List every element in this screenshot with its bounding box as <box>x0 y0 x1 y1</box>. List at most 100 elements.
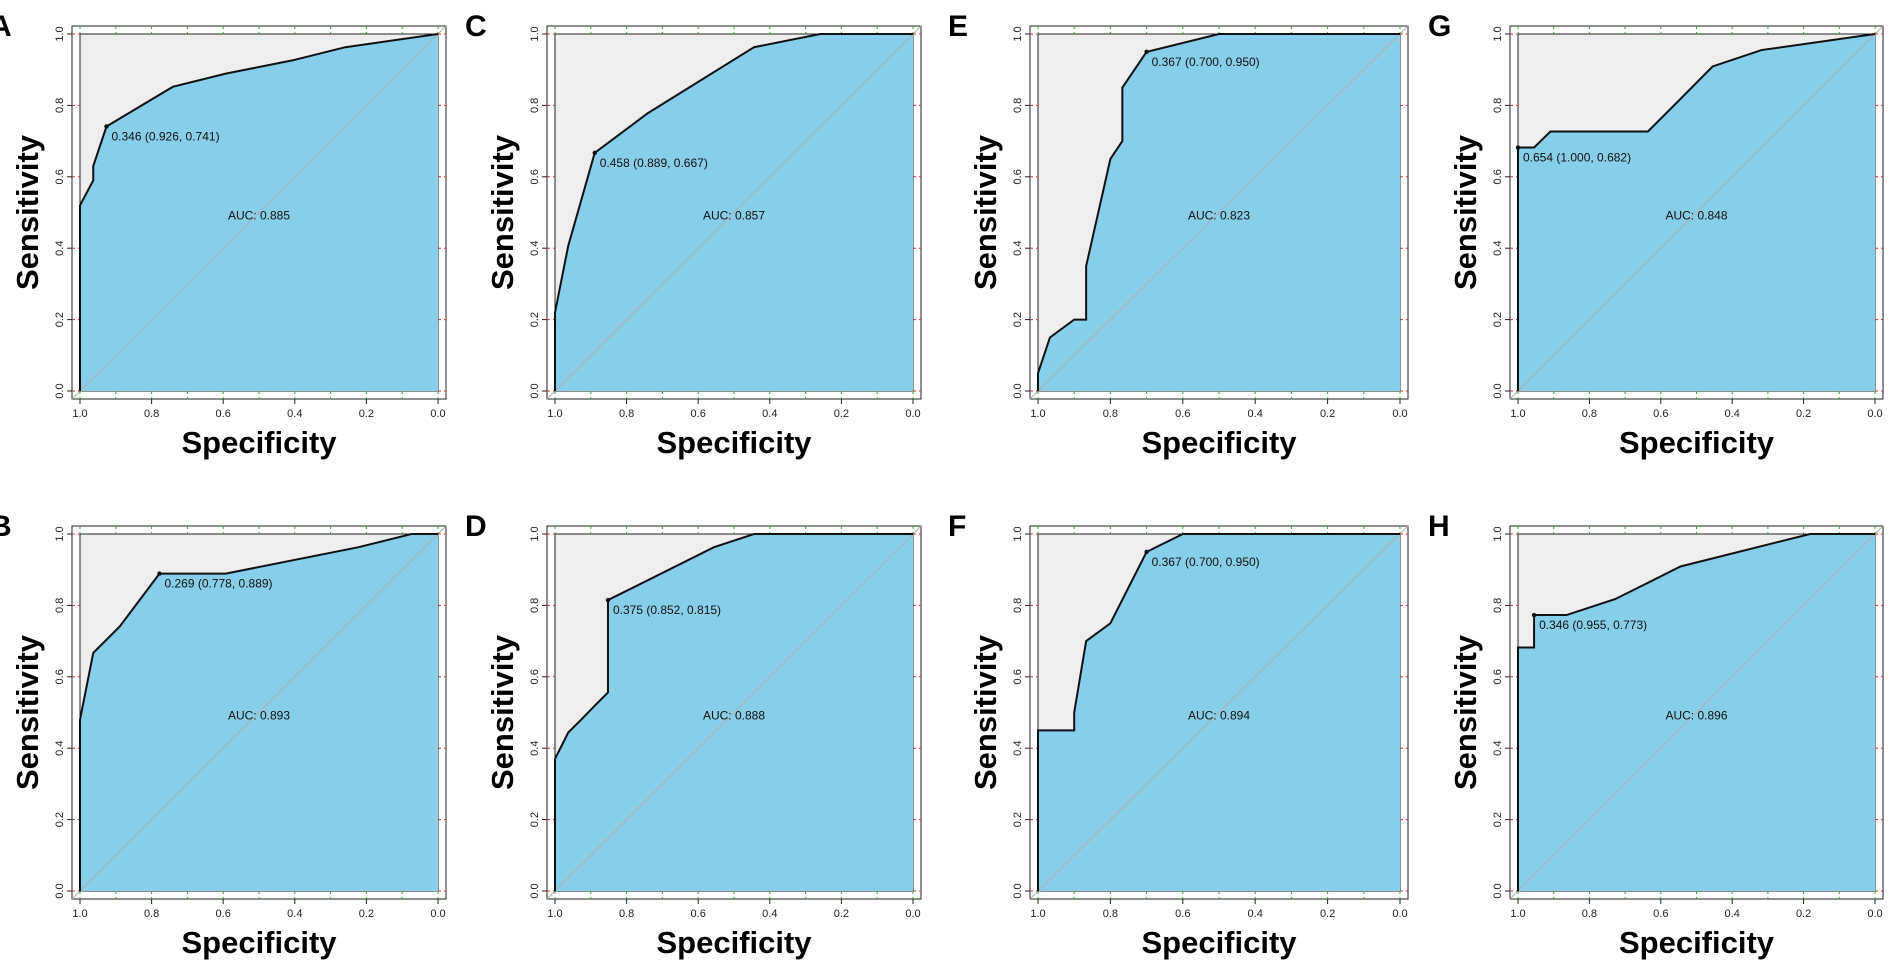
y-tick-label: 0.8 <box>1492 598 1504 613</box>
y-tick-label: 0.0 <box>1012 883 1024 898</box>
y-tick-label: 0.0 <box>54 383 66 398</box>
chance-diagonal <box>71 25 447 400</box>
panel-letter: C <box>465 10 487 43</box>
x-tick-label: 0.6 <box>691 408 706 420</box>
x-tick-label: 0.2 <box>1320 408 1335 420</box>
x-tick-label: 0.0 <box>1392 908 1407 920</box>
best-threshold-label: 0.458 (0.889, 0.667) <box>600 156 708 170</box>
y-tick-label: 0.6 <box>54 169 66 184</box>
panel-letter: D <box>465 510 487 543</box>
y-tick-label: 0.4 <box>54 741 66 756</box>
x-axis-title: Specificity <box>1141 925 1297 960</box>
roc-curve <box>79 33 439 391</box>
y-tick-label: 0.4 <box>1492 241 1504 256</box>
y-tick-label: 0.4 <box>529 741 541 756</box>
chance-diagonal <box>1029 525 1409 900</box>
y-tick-label: 0.2 <box>54 312 66 327</box>
x-axis-title: Specificity <box>181 425 337 460</box>
chance-diagonal <box>546 525 922 900</box>
y-tick-label: 0.4 <box>1492 741 1504 756</box>
x-tick-label: 0.4 <box>287 908 302 920</box>
y-tick-label: 0.8 <box>529 98 541 113</box>
auc-label: AUC: 0.893 <box>228 709 290 723</box>
y-axis-title: Sensitivity <box>485 134 520 290</box>
x-tick-label: 1.0 <box>1510 408 1525 420</box>
roc-curve <box>1517 533 1875 891</box>
x-tick-label: 0.0 <box>1867 408 1882 420</box>
y-tick-label: 1.0 <box>529 26 541 41</box>
x-tick-label: 0.6 <box>1653 408 1668 420</box>
x-tick-label: 0.8 <box>619 908 634 920</box>
x-tick-label: 0.8 <box>1103 908 1118 920</box>
x-tick-label: 0.0 <box>905 908 920 920</box>
auc-label: AUC: 0.857 <box>703 209 765 223</box>
auc-label: AUC: 0.848 <box>1665 209 1727 223</box>
x-axis-title: Specificity <box>1141 425 1297 460</box>
chance-diagonal <box>1509 25 1884 400</box>
chance-diagonal <box>1509 525 1884 900</box>
chance-diagonal <box>546 25 922 400</box>
y-tick-label: 0.0 <box>1492 383 1504 398</box>
x-tick-label: 0.4 <box>762 408 777 420</box>
y-tick-label: 0.4 <box>54 241 66 256</box>
best-threshold-point <box>1531 612 1537 618</box>
y-tick-label: 0.8 <box>54 598 66 613</box>
y-tick-label: 0.0 <box>529 383 541 398</box>
y-tick-label: 0.6 <box>1012 669 1024 684</box>
x-tick-label: 0.2 <box>1320 908 1335 920</box>
x-tick-label: 0.2 <box>1796 908 1811 920</box>
panel-letter: E <box>948 10 968 43</box>
y-tick-label: 0.6 <box>1492 169 1504 184</box>
roc-panel-d: 0.375 (0.852, 0.815) AUC: 0.888 1.0 0.8 0.6 0… <box>465 510 922 960</box>
x-tick-label: 0.4 <box>287 408 302 420</box>
best-threshold-label: 0.375 (0.852, 0.815) <box>613 603 721 617</box>
x-tick-label: 0.0 <box>905 408 920 420</box>
best-threshold-label: 0.367 (0.700, 0.950) <box>1152 555 1260 569</box>
panel-letter: H <box>1428 510 1450 543</box>
x-tick-label: 1.0 <box>547 908 562 920</box>
best-threshold-point <box>1515 145 1521 150</box>
x-tick-label: 0.8 <box>1582 408 1597 420</box>
best-threshold-point <box>104 124 109 129</box>
chance-diagonal <box>71 525 447 900</box>
y-tick-label: 1.0 <box>1012 526 1024 541</box>
best-threshold-point <box>592 150 597 156</box>
y-tick-label: 0.8 <box>529 598 541 613</box>
y-axis-title: Sensitivity <box>1448 634 1483 790</box>
y-tick-label: 0.2 <box>529 812 541 827</box>
x-tick-label: 0.4 <box>1248 408 1263 420</box>
roc-panel-c: 0.458 (0.889, 0.667) AUC: 0.857 1.0 0.8 0.6 0… <box>465 10 922 460</box>
y-tick-label: 0.0 <box>529 883 541 898</box>
x-tick-label: 0.6 <box>1653 908 1668 920</box>
y-tick-label: 0.8 <box>1012 598 1024 613</box>
best-threshold-label: 0.346 (0.955, 0.773) <box>1539 618 1647 632</box>
best-threshold-point <box>1144 549 1149 555</box>
y-tick-label: 0.6 <box>1492 669 1504 684</box>
y-tick-label: 0.0 <box>1492 883 1504 898</box>
y-axis-title: Sensitivity <box>10 134 45 290</box>
auc-label: AUC: 0.888 <box>703 709 765 723</box>
x-tick-label: 0.8 <box>1103 408 1118 420</box>
x-tick-label: 1.0 <box>547 408 562 420</box>
roc-panel-h: 0.346 (0.955, 0.773) AUC: 0.896 1.0 0.8 0.6 0… <box>1428 510 1884 960</box>
y-tick-label: 0.4 <box>529 241 541 256</box>
best-threshold-point <box>1144 49 1149 55</box>
x-axis-title: Specificity <box>656 925 812 960</box>
y-axis-title: Sensitivity <box>1448 134 1483 290</box>
y-tick-label: 0.0 <box>1012 383 1024 398</box>
best-threshold-label: 0.367 (0.700, 0.950) <box>1152 55 1260 69</box>
x-tick-label: 0.6 <box>1175 908 1190 920</box>
x-tick-label: 0.4 <box>1248 908 1263 920</box>
panel-letter: B <box>0 510 12 543</box>
x-tick-label: 0.4 <box>762 908 777 920</box>
roc-panel-a: 0.346 (0.926, 0.741) AUC: 0.885 1.0 0.8 0.6 0… <box>0 10 447 460</box>
x-tick-label: 0.2 <box>1796 408 1811 420</box>
x-tick-label: 0.8 <box>144 408 159 420</box>
y-tick-label: 0.2 <box>1492 812 1504 827</box>
x-axis-title: Specificity <box>656 425 812 460</box>
y-axis-title: Sensitivity <box>968 634 1003 790</box>
x-tick-label: 0.2 <box>359 408 374 420</box>
roc-curve <box>1037 33 1400 391</box>
auc-label: AUC: 0.885 <box>228 209 290 223</box>
